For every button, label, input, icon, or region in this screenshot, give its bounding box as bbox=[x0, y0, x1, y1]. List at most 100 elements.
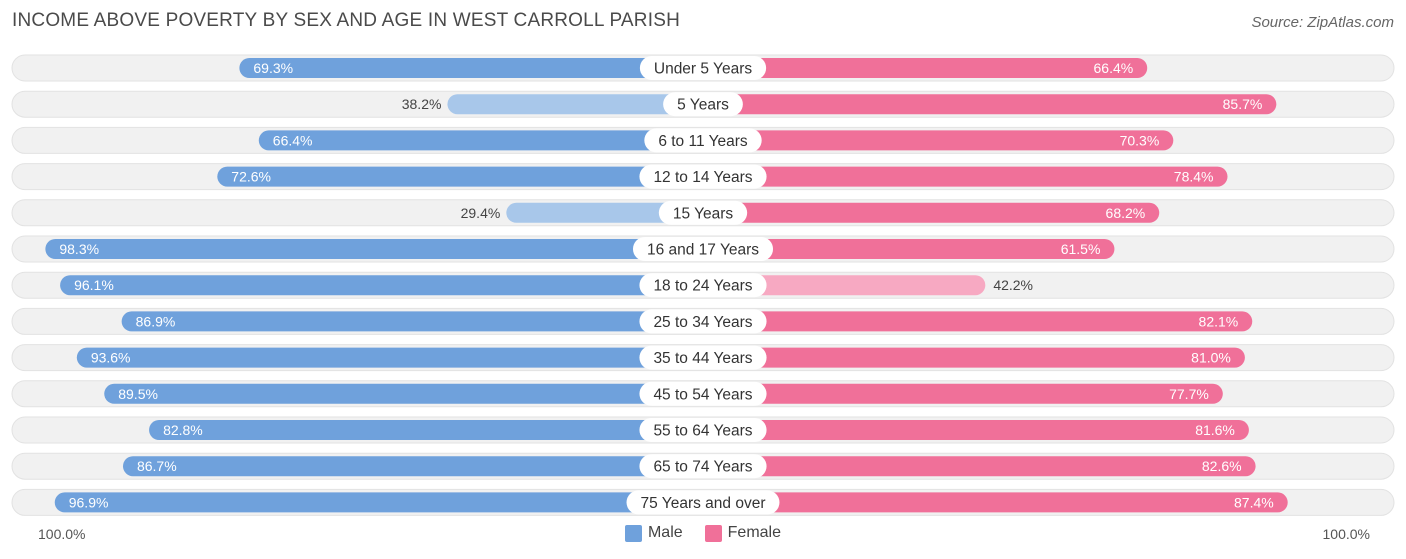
category-label: 35 to 44 Years bbox=[653, 350, 752, 367]
male-value-label: 29.4% bbox=[461, 205, 501, 221]
male-value-label: 82.8% bbox=[163, 422, 203, 438]
category-pill bbox=[639, 56, 767, 80]
chart-row: 69.3% 66.4% Under 5 Years bbox=[11, 54, 1395, 82]
category-label: 75 Years and over bbox=[641, 495, 766, 512]
male-value-label: 93.6% bbox=[91, 350, 131, 366]
male-bar[interactable] bbox=[239, 58, 703, 78]
female-value-label: 82.1% bbox=[1199, 313, 1239, 329]
female-bar[interactable] bbox=[703, 492, 1288, 513]
chart-row: 98.3% 61.5% 16 and 17 Years bbox=[11, 235, 1395, 263]
category-label: 16 and 17 Years bbox=[647, 242, 759, 259]
male-bar[interactable] bbox=[217, 166, 703, 187]
female-bar[interactable] bbox=[703, 275, 986, 296]
legend-label-female: Female bbox=[727, 524, 782, 541]
male-value-label: 96.1% bbox=[74, 277, 114, 293]
chart-title: INCOME ABOVE POVERTY BY SEX AND AGE IN W… bbox=[12, 10, 680, 31]
female-bar[interactable] bbox=[703, 130, 1174, 151]
male-bar[interactable] bbox=[104, 383, 704, 404]
female-bar[interactable] bbox=[703, 166, 1228, 187]
legend-item-female[interactable]: Female bbox=[704, 524, 782, 542]
category-pill bbox=[632, 237, 774, 261]
category-pill bbox=[639, 418, 767, 442]
category-pill bbox=[639, 454, 767, 479]
legend: Male Female bbox=[0, 524, 1406, 542]
female-bar[interactable] bbox=[703, 383, 1223, 404]
female-bar[interactable] bbox=[703, 58, 1148, 78]
chart-row: 86.9% 82.1% 25 to 34 Years bbox=[11, 307, 1395, 335]
legend-item-male[interactable]: Male bbox=[624, 524, 683, 542]
category-pill bbox=[644, 128, 762, 153]
male-value-label: 86.9% bbox=[136, 313, 176, 329]
chart-row: 93.6% 81.0% 35 to 44 Years bbox=[11, 344, 1395, 372]
male-value-label: 72.6% bbox=[231, 169, 271, 185]
category-pill bbox=[658, 200, 748, 225]
female-value-label: 70.3% bbox=[1120, 132, 1160, 148]
female-value-label: 68.2% bbox=[1106, 205, 1146, 221]
chart-area: 69.3% 66.4% Under 5 Years 38.2% 85.7% 5 Years… bbox=[11, 54, 1395, 516]
female-value-label: 61.5% bbox=[1061, 241, 1101, 257]
female-value-label: 42.2% bbox=[993, 277, 1033, 293]
female-bar[interactable] bbox=[703, 202, 1160, 223]
female-value-label: 66.4% bbox=[1094, 60, 1134, 76]
male-value-label: 38.2% bbox=[402, 96, 442, 112]
category-pill bbox=[639, 345, 767, 370]
chart-row: 89.5% 77.7% 45 to 54 Years bbox=[11, 380, 1395, 408]
category-label: 55 to 64 Years bbox=[653, 423, 752, 440]
male-bar[interactable] bbox=[54, 492, 703, 513]
male-bar[interactable] bbox=[506, 202, 703, 223]
male-value-label: 66.4% bbox=[273, 132, 313, 148]
category-label: 65 to 74 Years bbox=[653, 459, 752, 476]
male-value-label: 96.9% bbox=[69, 494, 109, 510]
male-bar[interactable] bbox=[149, 420, 703, 440]
chart-row: 96.1% 42.2% 18 to 24 Years bbox=[11, 271, 1395, 299]
male-value-label: 69.3% bbox=[253, 60, 293, 76]
female-bar[interactable] bbox=[703, 311, 1253, 332]
category-label: 25 to 34 Years bbox=[653, 314, 752, 331]
category-label: 6 to 11 Years bbox=[658, 133, 748, 150]
male-value-label: 89.5% bbox=[118, 386, 158, 402]
male-bar[interactable] bbox=[258, 130, 703, 151]
female-bar[interactable] bbox=[703, 347, 1245, 368]
female-bar[interactable] bbox=[703, 456, 1256, 477]
legend-swatch-female bbox=[704, 524, 722, 542]
category-pill bbox=[639, 381, 767, 406]
chart-row: 38.2% 85.7% 5 Years bbox=[11, 90, 1395, 118]
legend-label-male: Male bbox=[647, 524, 683, 541]
female-value-label: 85.7% bbox=[1223, 96, 1263, 112]
chart-row: 86.7% 82.6% 65 to 74 Years bbox=[11, 452, 1395, 480]
chart-row: 82.8% 81.6% 55 to 64 Years bbox=[11, 416, 1395, 444]
female-value-label: 81.6% bbox=[1195, 422, 1235, 438]
axis-label-right: 100.0% bbox=[1322, 526, 1370, 542]
male-bar[interactable] bbox=[122, 456, 704, 477]
category-label: 18 to 24 Years bbox=[653, 278, 752, 295]
category-pill bbox=[639, 273, 767, 298]
female-bar[interactable] bbox=[703, 420, 1249, 440]
female-value-label: 82.6% bbox=[1202, 458, 1242, 474]
female-bar[interactable] bbox=[703, 239, 1115, 259]
category-label: 15 Years bbox=[673, 205, 734, 222]
category-pill bbox=[626, 490, 780, 515]
chart-row: 29.4% 68.2% 15 Years bbox=[11, 199, 1395, 227]
female-value-label: 78.4% bbox=[1174, 169, 1214, 185]
male-bar[interactable] bbox=[121, 311, 704, 332]
male-bar[interactable] bbox=[447, 94, 703, 115]
legend-swatch-male bbox=[624, 524, 642, 542]
category-pill bbox=[639, 309, 767, 334]
chart-row: 96.9% 87.4% 75 Years and over bbox=[11, 488, 1395, 516]
axis-label-left: 100.0% bbox=[38, 526, 86, 542]
female-value-label: 87.4% bbox=[1234, 494, 1274, 510]
chart-row: 72.6% 78.4% 12 to 14 Years bbox=[11, 163, 1395, 191]
female-value-label: 81.0% bbox=[1191, 350, 1231, 366]
male-bar[interactable] bbox=[76, 347, 704, 368]
male-value-label: 86.7% bbox=[137, 458, 177, 474]
male-bar[interactable] bbox=[45, 239, 704, 259]
category-pill bbox=[639, 164, 767, 189]
category-label: Under 5 Years bbox=[654, 61, 752, 78]
category-label: 5 Years bbox=[677, 97, 729, 114]
female-value-label: 77.7% bbox=[1169, 386, 1209, 402]
female-bar[interactable] bbox=[703, 94, 1277, 115]
source-label: Source: ZipAtlas.com bbox=[1251, 14, 1394, 31]
category-label: 45 to 54 Years bbox=[653, 386, 752, 403]
male-bar[interactable] bbox=[60, 275, 703, 296]
male-value-label: 98.3% bbox=[59, 241, 99, 257]
